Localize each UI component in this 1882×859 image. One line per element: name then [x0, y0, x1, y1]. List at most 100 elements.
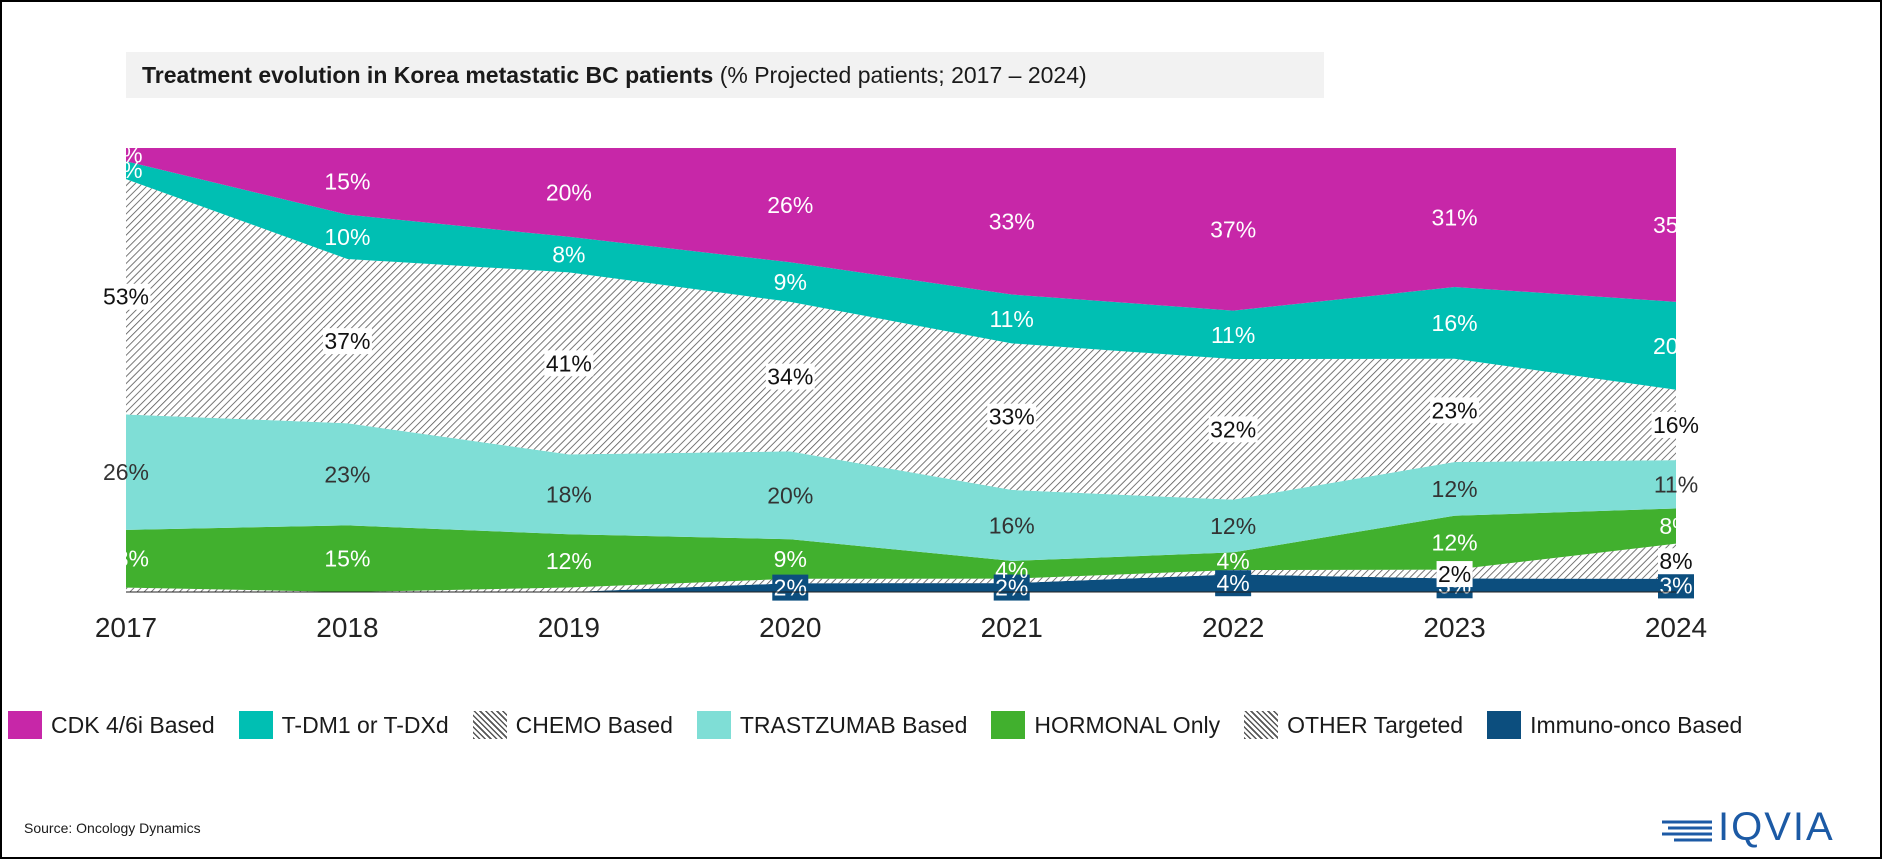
area-immuno [126, 574, 1676, 592]
legend-label-hormonal: HORMONAL Only [1034, 711, 1221, 738]
legend-item-hormonal: HORMONAL Only [991, 711, 1220, 739]
data-label-hormonal-2019: 12% [546, 548, 592, 574]
data-label-bg [101, 283, 151, 310]
data-label-hormonal-2018: 15% [324, 546, 370, 572]
data-label-bg [993, 574, 1030, 601]
legend-label-immuno: Immuno-onco Based [1530, 711, 1743, 738]
data-label-text: 53% [103, 284, 149, 310]
area-tdm1 [126, 161, 1676, 390]
data-label-text: 4% [995, 557, 1028, 583]
data-label-hormonal-2023: 12% [1432, 530, 1478, 556]
data-label-text: 26% [103, 459, 149, 485]
data-label-text: 13% [103, 546, 149, 572]
data-label-bg [544, 350, 594, 377]
data-label-bg [987, 403, 1037, 430]
data-label-text: 9% [774, 546, 807, 572]
data-label-trastuzumab-2023: 12% [1432, 476, 1478, 502]
data-label-other-2023: 2% [1436, 561, 1473, 588]
legend-label-chemo: CHEMO Based [515, 711, 673, 738]
data-label-text: 4% [1217, 548, 1250, 574]
data-label-layer: 2%2%4%3%3%2%8%13%15%12%9%4%4%12%8%26%23%… [101, 142, 1701, 601]
data-label-text: 8% [1659, 548, 1692, 574]
data-label-text: 11% [1654, 471, 1698, 497]
data-label-text: 35% [1653, 212, 1699, 238]
data-label-chemo-2018: 37% [322, 328, 372, 355]
x-axis-ticks: 2017 2018 2019 2020 2021 2022 2023 2024 [95, 591, 1707, 643]
data-label-text: 12% [1432, 476, 1478, 502]
data-label-cdk-2019: 20% [546, 179, 592, 205]
data-label-hormonal-2020: 9% [774, 546, 807, 572]
legend-swatch-chemo [472, 711, 507, 739]
data-label-bg [772, 574, 809, 601]
data-label-text: 3% [109, 142, 142, 168]
data-label-bg [322, 328, 372, 355]
data-label-tdm1-2022: 11% [1211, 322, 1255, 348]
data-label-text: 11% [1211, 322, 1255, 348]
legend-label-other: OTHER Targeted [1287, 711, 1464, 738]
data-label-text: 12% [546, 548, 592, 574]
x-tick-label-2018: 2018 [316, 612, 378, 643]
data-label-tdm1-2023: 16% [1432, 310, 1478, 336]
data-label-trastuzumab-2022: 12% [1210, 513, 1256, 539]
data-label-text: 15% [324, 168, 370, 194]
stacked-area-chart: 2%2%4%3%3%2%8%13%15%12%9%4%4%12%8%26%23%… [94, 142, 1708, 643]
data-label-text: 8% [1659, 513, 1692, 539]
data-label-cdk-2023: 31% [1432, 205, 1478, 231]
legend-label-cdk: CDK 4/6i Based [51, 711, 215, 738]
data-label-bg [1658, 548, 1694, 575]
legend-item-trastuzumab: TRASTZUMAB Based [696, 711, 967, 739]
data-label-text: 4% [109, 157, 142, 183]
data-label-text: 16% [989, 512, 1035, 538]
x-tick-label-2021: 2021 [981, 612, 1043, 643]
data-label-text: 2% [1438, 561, 1471, 587]
data-label-immuno-2024: 3% [1658, 572, 1694, 599]
x-tick-label-2022: 2022 [1202, 612, 1264, 643]
chart-title-main: Treatment evolution in Korea metastatic … [142, 62, 714, 88]
legend-item-cdk: CDK 4/6i Based [8, 711, 215, 739]
data-label-text: 2% [774, 575, 807, 601]
data-label-text: 23% [324, 461, 370, 487]
data-label-chemo-2022: 32% [1208, 416, 1258, 443]
legend-item-other: OTHER Targeted [1244, 711, 1463, 739]
legend-swatch-tdm1 [238, 711, 273, 739]
area-layer [126, 148, 1676, 592]
data-label-text: 31% [1432, 205, 1478, 231]
data-label-text: 16% [1432, 310, 1478, 336]
data-label-bg [765, 363, 815, 390]
data-label-text: 33% [989, 208, 1035, 234]
data-label-text: 10% [324, 224, 370, 250]
data-label-tdm1-2024: 20% [1653, 333, 1699, 359]
legend-swatch-trastuzumab [696, 711, 731, 739]
data-label-text: 20% [546, 179, 592, 205]
area-trastuzumab [126, 414, 1676, 561]
data-label-text: 12% [1432, 530, 1478, 556]
data-label-text: 23% [1432, 397, 1478, 423]
data-label-hormonal-2022: 4% [1217, 548, 1250, 574]
data-label-text: 9% [774, 269, 807, 295]
area-chemo [126, 179, 1676, 500]
data-label-text: 33% [989, 404, 1035, 430]
data-label-immuno-2021: 2% [993, 574, 1030, 601]
data-label-cdk-2017: 3% [109, 142, 142, 168]
data-label-tdm1-2017: 4% [109, 157, 142, 183]
area-other [126, 543, 1676, 592]
data-label-cdk-2022: 37% [1210, 216, 1256, 242]
data-label-tdm1-2019: 8% [552, 242, 585, 268]
data-label-text: 32% [1210, 416, 1256, 442]
data-label-other-2024: 8% [1658, 548, 1694, 575]
data-label-text: 8% [552, 242, 585, 268]
data-label-text: 3% [1659, 572, 1692, 598]
data-label-bg [1658, 572, 1694, 599]
data-label-hormonal-2017: 13% [103, 546, 149, 572]
data-label-chemo-2019: 41% [544, 350, 594, 377]
data-label-hormonal-2024: 8% [1659, 513, 1692, 539]
data-label-text: 37% [324, 328, 370, 354]
data-label-cdk-2018: 15% [324, 168, 370, 194]
legend-item-tdm1: T-DM1 or T-DXd [238, 711, 449, 739]
x-tick-label-2017: 2017 [95, 612, 157, 643]
data-label-text: 20% [1653, 333, 1699, 359]
data-label-text: 11% [990, 306, 1034, 332]
title-box [126, 52, 1324, 98]
data-label-trastuzumab-2017: 26% [103, 459, 149, 485]
data-label-bg [1436, 561, 1473, 588]
